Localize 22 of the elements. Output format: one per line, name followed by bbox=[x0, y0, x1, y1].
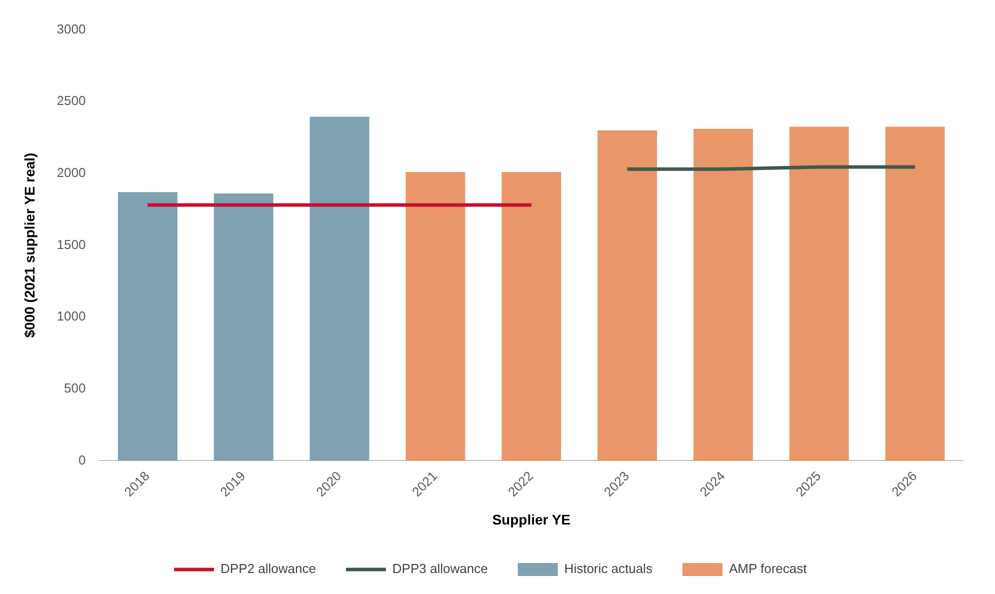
legend-label: AMP forecast bbox=[728, 561, 808, 576]
y-tick-label: 2000 bbox=[56, 165, 86, 180]
y-tick-label: 500 bbox=[64, 380, 86, 396]
bar bbox=[310, 116, 370, 461]
bar bbox=[502, 172, 562, 461]
y-tick-label: 2500 bbox=[56, 93, 86, 108]
y-tick-label: 1000 bbox=[56, 308, 86, 324]
bar bbox=[789, 126, 849, 461]
bar bbox=[406, 172, 466, 461]
y-tick-label: 3000 bbox=[56, 21, 86, 36]
x-axis-title: Supplier YE bbox=[492, 511, 571, 528]
y-axis-title: $000 (2021 supplier YE real) bbox=[21, 152, 38, 338]
legend-label: Historic actuals bbox=[564, 561, 653, 576]
y-tick-label: 0 bbox=[78, 452, 86, 468]
legend-label: DPP2 allowance bbox=[220, 561, 316, 576]
legend-label: DPP3 allowance bbox=[392, 561, 488, 576]
bar bbox=[598, 130, 658, 461]
bar bbox=[118, 192, 178, 461]
y-tick-label: 1500 bbox=[56, 236, 86, 252]
bar bbox=[214, 194, 274, 461]
bar bbox=[885, 126, 945, 461]
bar bbox=[693, 128, 753, 461]
